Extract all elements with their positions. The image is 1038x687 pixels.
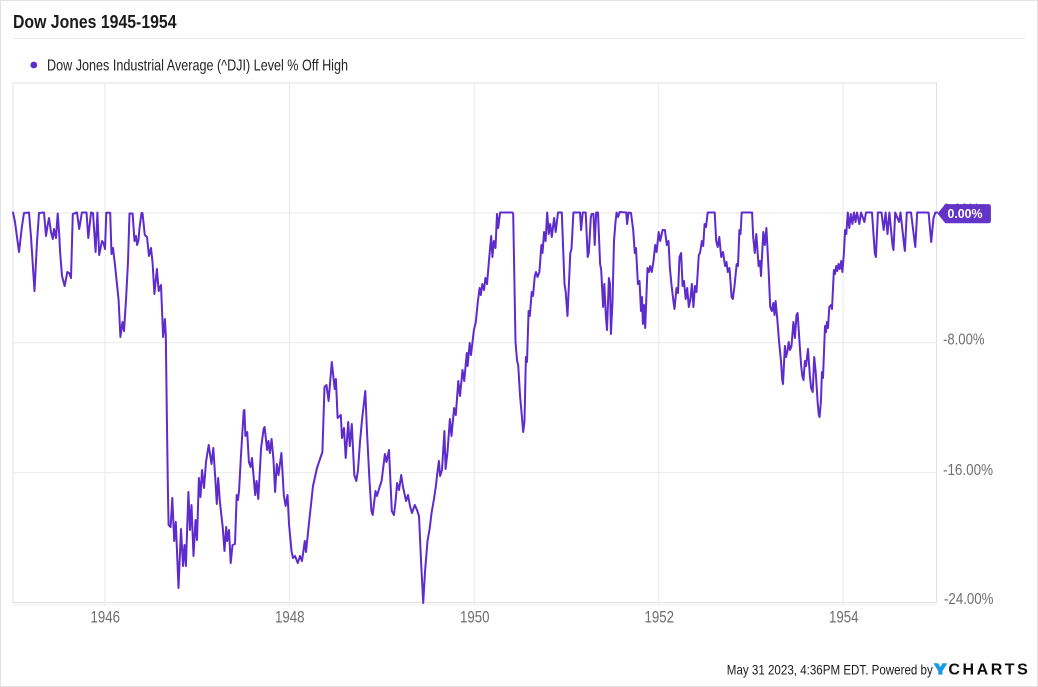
svg-text:-24.00%: -24.00% xyxy=(944,591,994,608)
svg-text:1950: 1950 xyxy=(460,609,490,627)
svg-text:1948: 1948 xyxy=(275,609,305,627)
svg-text:CHARTS: CHARTS xyxy=(948,662,1030,679)
svg-text:Dow Jones Industrial Average (: Dow Jones Industrial Average (^DJI) Leve… xyxy=(47,58,348,75)
svg-text:1946: 1946 xyxy=(91,609,121,627)
svg-text:0.00%: 0.00% xyxy=(948,207,983,221)
svg-text:Dow Jones 1945-1954: Dow Jones 1945-1954 xyxy=(13,12,177,32)
svg-text:1952: 1952 xyxy=(645,609,675,627)
svg-text:1954: 1954 xyxy=(829,609,859,627)
svg-text:-16.00%: -16.00% xyxy=(943,462,993,479)
svg-text:May 31 2023, 4:36PM EDT. Power: May 31 2023, 4:36PM EDT. Powered by xyxy=(727,662,933,678)
svg-text:-8.00%: -8.00% xyxy=(943,331,985,348)
